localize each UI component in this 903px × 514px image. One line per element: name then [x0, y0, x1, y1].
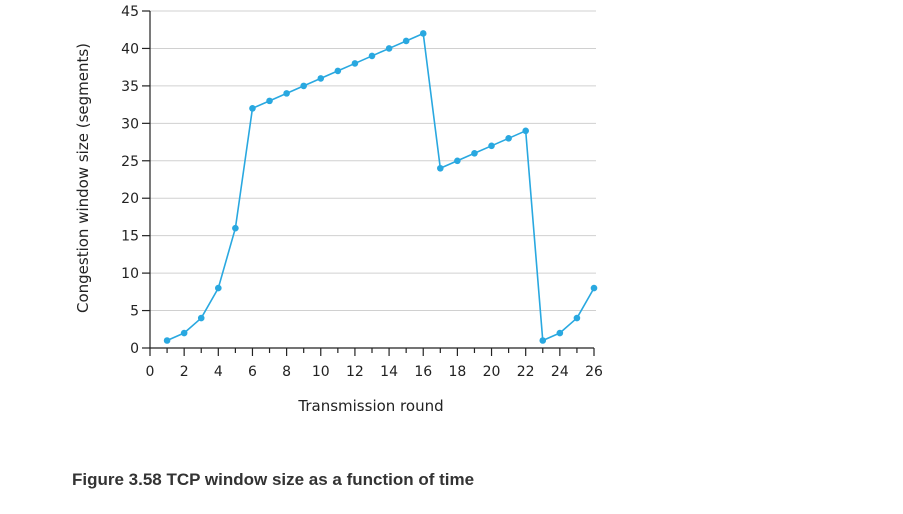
- data-point: [522, 127, 529, 135]
- series: [163, 30, 598, 344]
- y-axis-title: Congestion window size (segments): [74, 43, 92, 313]
- y-tick-label: 20: [121, 191, 139, 207]
- x-tick-label: 2: [180, 364, 189, 380]
- data-point: [590, 284, 598, 292]
- y-tick-label: 5: [130, 304, 139, 320]
- x-tick-label: 12: [346, 364, 364, 380]
- x-tick-label: 18: [448, 364, 466, 380]
- data-point: [437, 164, 444, 172]
- data-point: [163, 337, 171, 344]
- data-point: [368, 52, 376, 60]
- data-point: [215, 284, 222, 292]
- x-tick-label: 8: [282, 364, 291, 380]
- y-tick-label: 35: [121, 79, 139, 95]
- x-tick-label: 26: [585, 364, 603, 380]
- data-point: [351, 60, 359, 67]
- data-point: [556, 329, 564, 337]
- data-point: [249, 105, 256, 112]
- data-point: [488, 142, 495, 150]
- data-point: [402, 37, 410, 45]
- axes: [149, 11, 594, 349]
- data-point: [180, 329, 188, 337]
- data-point: [334, 67, 342, 75]
- x-tick-label: 24: [551, 364, 569, 380]
- data-point: [300, 82, 307, 90]
- series-line: [166, 32, 595, 342]
- x-ticks: 0 2 4 6 8 10 12 14 16 18 20 22 24 26: [146, 348, 603, 380]
- data-point: [471, 149, 478, 157]
- y-tick-label: 15: [121, 229, 139, 245]
- x-tick-label: 6: [248, 364, 257, 380]
- x-tick-label: 0: [146, 364, 155, 380]
- x-tick-label: 4: [214, 364, 223, 380]
- y-tick-label: 0: [130, 341, 139, 357]
- data-point: [419, 30, 427, 37]
- figure-caption: Figure 3.58 TCP window size as a functio…: [72, 470, 475, 489]
- x-tick-label: 10: [312, 364, 330, 380]
- gridlines: [150, 10, 596, 312]
- data-point: [454, 157, 461, 165]
- data-point: [317, 75, 325, 82]
- data-point: [539, 337, 547, 344]
- y-tick-label: 30: [121, 116, 139, 132]
- x-tick-label: 20: [483, 364, 501, 380]
- y-tick-label: 40: [121, 41, 139, 57]
- data-point: [573, 314, 581, 322]
- y-tick-label: 45: [121, 4, 139, 20]
- data-point: [197, 314, 205, 322]
- y-tick-label: 25: [121, 154, 139, 170]
- data-point: [232, 224, 239, 232]
- data-point: [283, 90, 290, 97]
- data-point: [266, 97, 273, 105]
- x-tick-label: 22: [517, 364, 535, 380]
- data-point: [505, 135, 512, 142]
- x-tick-label: 14: [380, 364, 398, 380]
- y-ticks: 0 5 10 15 20 25 30 35 40 45: [121, 4, 150, 357]
- y-tick-label: 10: [121, 266, 139, 282]
- x-axis-title: Transmission round: [297, 397, 443, 415]
- data-point: [385, 45, 393, 52]
- x-tick-label: 16: [414, 364, 432, 380]
